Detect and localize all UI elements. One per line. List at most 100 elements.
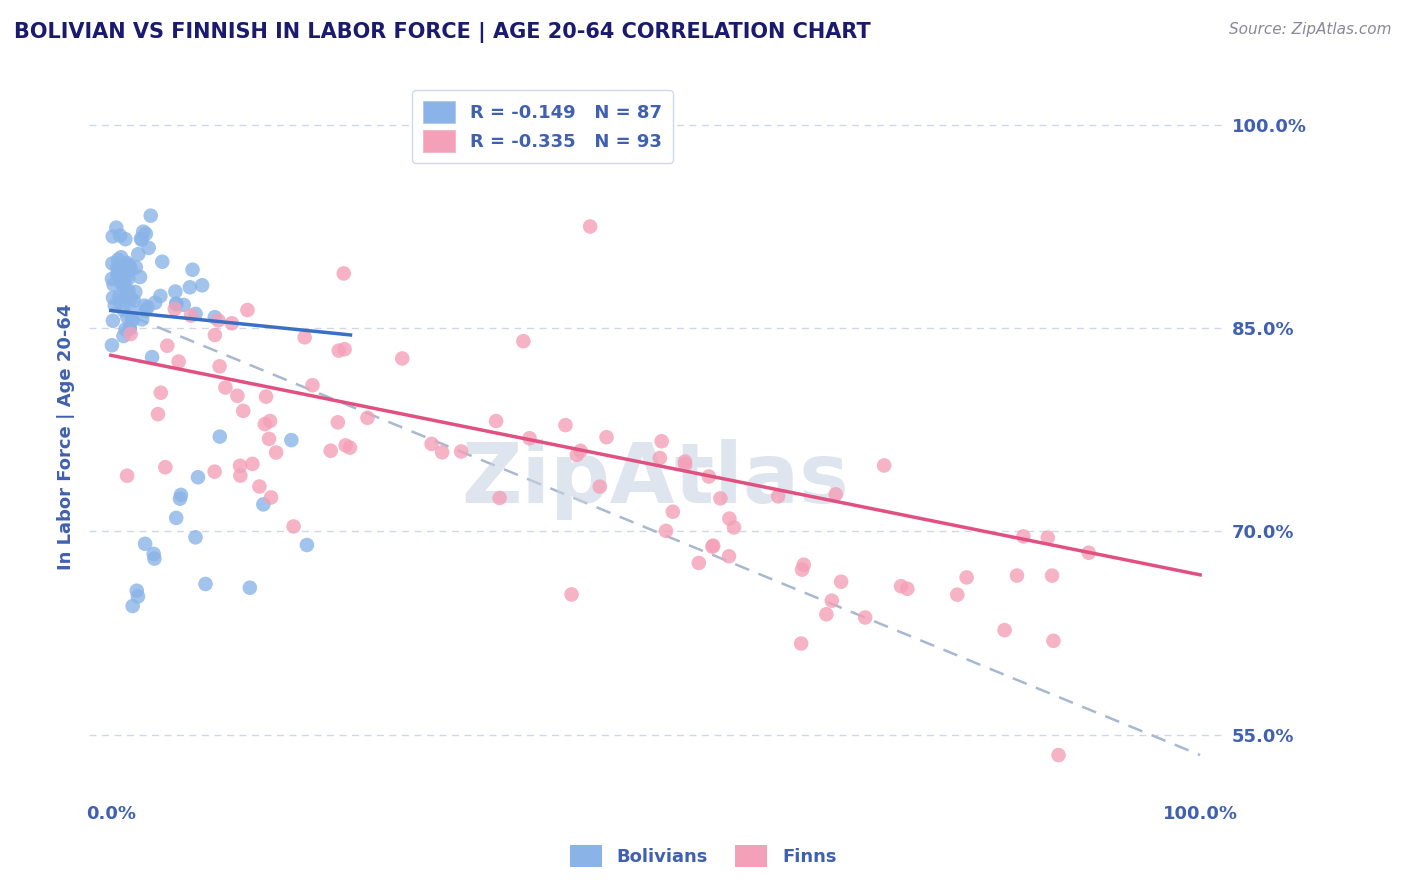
Point: [204, 465, 226, 479]
Point: [155, 460, 177, 475]
Point: [252, 497, 274, 511]
Point: [134, 303, 156, 318]
Point: [1012, 529, 1035, 543]
Point: [136, 300, 159, 314]
Point: [723, 520, 745, 534]
Point: [120, 262, 142, 277]
Point: [107, 265, 129, 279]
Point: [112, 280, 135, 294]
Point: [332, 267, 354, 281]
Point: [1077, 546, 1099, 560]
Point: [179, 280, 201, 294]
Point: [107, 252, 129, 267]
Point: [105, 268, 128, 282]
Point: [214, 380, 236, 394]
Point: [146, 407, 169, 421]
Point: [264, 445, 287, 459]
Point: [108, 289, 131, 303]
Point: [554, 418, 576, 433]
Point: [993, 623, 1015, 637]
Point: [569, 443, 592, 458]
Point: [180, 309, 202, 323]
Point: [853, 610, 876, 624]
Point: [319, 443, 342, 458]
Point: [595, 430, 617, 444]
Point: [589, 480, 612, 494]
Point: [120, 303, 142, 318]
Point: [326, 415, 349, 429]
Point: [815, 607, 838, 622]
Point: [260, 491, 283, 505]
Point: [142, 547, 165, 561]
Point: [662, 505, 685, 519]
Point: [117, 284, 139, 298]
Point: [673, 458, 696, 472]
Point: [139, 209, 162, 223]
Point: [184, 307, 207, 321]
Point: [173, 298, 195, 312]
Point: [138, 241, 160, 255]
Point: [356, 410, 378, 425]
Point: [236, 303, 259, 318]
Point: [110, 275, 132, 289]
Point: [1036, 531, 1059, 545]
Point: [143, 295, 166, 310]
Point: [117, 310, 139, 325]
Point: [221, 316, 243, 330]
Point: [873, 458, 896, 473]
Point: [335, 438, 357, 452]
Point: [1005, 568, 1028, 582]
Point: [135, 227, 157, 241]
Point: [697, 469, 720, 483]
Point: [790, 563, 813, 577]
Point: [117, 271, 139, 285]
Point: [830, 574, 852, 589]
Point: [132, 225, 155, 239]
Point: [485, 414, 508, 428]
Point: [120, 292, 142, 306]
Point: [896, 582, 918, 596]
Point: [118, 258, 141, 272]
Point: [149, 385, 172, 400]
Point: [766, 489, 789, 503]
Point: [156, 339, 179, 353]
Point: [955, 570, 977, 584]
Point: [117, 258, 139, 272]
Point: [821, 593, 844, 607]
Point: [651, 434, 673, 449]
Point: [229, 468, 252, 483]
Point: [105, 260, 128, 275]
Point: [254, 390, 277, 404]
Point: [283, 519, 305, 533]
Point: [115, 284, 138, 298]
Point: [121, 313, 143, 327]
Point: [673, 454, 696, 468]
Point: [101, 256, 124, 270]
Point: [242, 457, 264, 471]
Point: [488, 491, 510, 505]
Point: [112, 329, 135, 343]
Point: [824, 487, 846, 501]
Point: [718, 511, 741, 525]
Point: [103, 277, 125, 292]
Point: [648, 450, 671, 465]
Point: [118, 322, 141, 336]
Point: [226, 389, 249, 403]
Point: [187, 470, 209, 484]
Point: [115, 256, 138, 270]
Point: [579, 219, 602, 234]
Point: [169, 491, 191, 506]
Text: BOLIVIAN VS FINNISH IN LABOR FORCE | AGE 20-64 CORRELATION CHART: BOLIVIAN VS FINNISH IN LABOR FORCE | AGE…: [14, 22, 870, 44]
Point: [165, 285, 187, 299]
Point: [104, 299, 127, 313]
Point: [124, 285, 146, 299]
Point: [131, 312, 153, 326]
Point: [519, 431, 541, 445]
Point: [165, 511, 187, 525]
Point: [143, 551, 166, 566]
Legend: Bolivians, Finns: Bolivians, Finns: [562, 838, 844, 874]
Point: [112, 277, 135, 291]
Point: [561, 587, 583, 601]
Point: [946, 588, 969, 602]
Point: [391, 351, 413, 366]
